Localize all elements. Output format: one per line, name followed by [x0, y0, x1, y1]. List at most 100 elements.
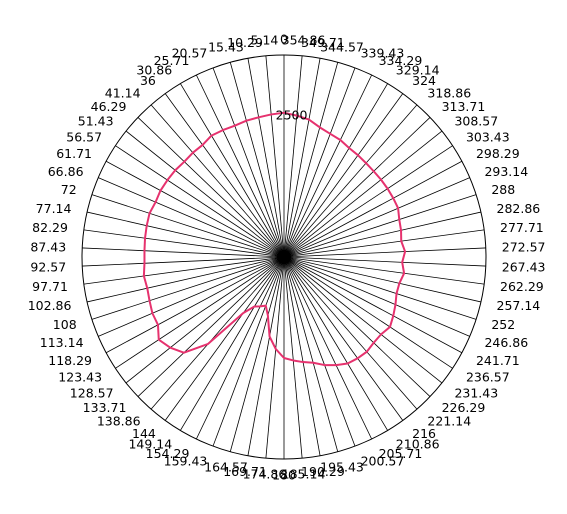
angular-gridline [86, 256, 285, 303]
angle-tick-label: 87.43 [30, 240, 66, 255]
angle-tick-label: 313.71 [442, 99, 486, 114]
angular-gridline [283, 74, 373, 258]
angular-gridline [283, 55, 303, 258]
angle-tick-label: 46.29 [91, 99, 127, 114]
angle-tick-label: 246.86 [484, 335, 528, 350]
angular-gridline [91, 194, 285, 258]
angular-gridline [283, 67, 356, 258]
angular-gridline [115, 145, 285, 258]
angular-gridline [137, 256, 285, 397]
angle-tick-label: 25.71 [154, 53, 190, 68]
angle-tick-label: 221.14 [427, 414, 471, 429]
angular-gridline [105, 160, 285, 258]
angular-gridline [247, 58, 285, 258]
angle-tick-label: 226.29 [442, 400, 486, 415]
angular-gridline [180, 83, 285, 258]
angle-tick-label: 15.43 [208, 39, 244, 54]
angular-gridline [283, 104, 418, 258]
angle-tick-label: 205.71 [379, 446, 423, 461]
angle-tick-label: 252 [491, 317, 515, 332]
angle-tick-label: 277.71 [500, 220, 544, 235]
angular-gridline [283, 256, 339, 452]
angular-gridline [91, 256, 285, 320]
angle-tick-label: 97.71 [32, 279, 68, 294]
angular-gridline [283, 145, 453, 258]
angle-tick-label: 138.86 [97, 414, 141, 429]
angle-tick-label: 51.43 [78, 114, 114, 129]
angle-tick-label: 108 [53, 317, 77, 332]
angular-gridline [283, 256, 418, 410]
angular-gridline [283, 256, 485, 285]
angle-tick-label: 200.57 [361, 454, 405, 469]
angular-gridline [283, 256, 482, 303]
angle-tick-label: 190.29 [301, 464, 345, 479]
angular-gridline [283, 160, 463, 258]
angle-tick-label: 56.57 [66, 129, 102, 144]
angle-tick-label: 303.43 [466, 129, 510, 144]
angular-gridline [180, 256, 285, 431]
angle-tick-label: 210.86 [396, 437, 440, 452]
angular-gridline [283, 58, 321, 258]
angular-gridline [105, 256, 285, 354]
angle-tick-label: 308.57 [454, 114, 498, 129]
angular-gridline [98, 256, 285, 337]
angle-tick-label: 334.29 [379, 53, 423, 68]
angular-gridline [125, 256, 285, 384]
angular-gridline [283, 177, 470, 258]
angle-tick-label: 169.71 [223, 464, 267, 479]
series-line [142, 111, 407, 367]
angular-gridlines [82, 55, 486, 459]
angle-tick-label: 185.14 [282, 467, 326, 482]
angle-tick-label: 164.57 [204, 460, 248, 475]
angular-gridline [283, 256, 303, 459]
angle-tick-label: 102.86 [28, 298, 72, 313]
angular-gridline [283, 62, 339, 258]
angular-gridline [125, 130, 285, 258]
angle-tick-label: 113.14 [40, 335, 84, 350]
angle-tick-label: 92.57 [30, 259, 66, 274]
angular-gridline [283, 256, 431, 397]
angle-tick-label: 267.43 [502, 259, 546, 274]
angle-tick-label: 20.57 [172, 45, 208, 60]
angle-tick-label: 195.43 [320, 460, 364, 475]
angular-gridline [283, 117, 431, 258]
angle-tick-label: 123.43 [58, 370, 102, 385]
angle-tick-label: 118.29 [48, 353, 92, 368]
angular-gridline [164, 256, 285, 421]
angular-gridline [283, 229, 485, 258]
angle-tick-label: 293.14 [484, 164, 528, 179]
angular-gridline [150, 256, 285, 410]
angular-gridline [86, 211, 285, 258]
angular-gridline [283, 256, 356, 447]
angular-gridline [283, 256, 486, 267]
angle-tick-label: 282.86 [497, 201, 541, 216]
angle-tick-label: 82.29 [32, 220, 68, 235]
angle-tick-label: 339.43 [361, 45, 405, 60]
angle-tick-label: 0 [280, 32, 288, 47]
angular-gridline [115, 256, 285, 369]
angular-gridline [283, 256, 373, 440]
angular-gridline [283, 256, 321, 456]
angular-gridline [82, 247, 285, 258]
angle-tick-label: 133.71 [83, 400, 127, 415]
angle-tick-label: 324 [412, 73, 436, 88]
angle-tick-label: 72 [61, 182, 77, 197]
angular-gridline [83, 256, 285, 285]
angular-gridline [229, 62, 285, 258]
angular-gridline [195, 74, 285, 258]
angle-tick-label: 36 [140, 73, 156, 88]
angular-gridline [195, 256, 285, 440]
center-hub [277, 250, 291, 264]
angular-gridline [283, 83, 388, 258]
angular-gridline [283, 93, 404, 258]
angular-gridline [83, 229, 285, 258]
angle-tick-label: 318.86 [427, 85, 471, 100]
angle-tick-label: 231.43 [454, 385, 498, 400]
angle-tick-label: 262.29 [500, 279, 544, 294]
angular-gridline [212, 67, 285, 258]
angle-tick-label: 144 [132, 426, 156, 441]
angle-tick-label: 61.71 [56, 146, 92, 161]
angle-tick-label: 77.14 [36, 201, 72, 216]
angular-gridline [98, 177, 285, 258]
